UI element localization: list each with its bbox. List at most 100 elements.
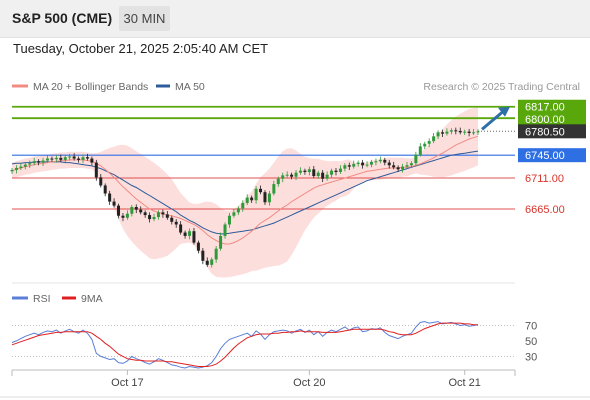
candle-body [295,173,298,177]
candle-body [348,165,351,166]
candle-body [459,131,462,132]
rsi-line [12,322,478,368]
candle-body [366,165,369,166]
candle-body [246,198,249,203]
candle-body [250,198,253,201]
candle-body [108,194,111,202]
candle-body [126,214,129,218]
candle-body [46,159,49,161]
candle-body [472,132,475,133]
candle-body [99,177,102,185]
candle-body [210,259,213,264]
candle-body [206,261,209,265]
candle-body [357,163,360,164]
candle-body [397,167,400,169]
candle-body [201,251,204,261]
price-level-label: 6665.00 [525,204,565,216]
candle-body [104,185,107,193]
candle-body [428,141,431,144]
candle-body [330,171,333,175]
candle-body [339,169,342,172]
candle-body [73,157,76,159]
candle-body [215,249,218,260]
candle-body [312,169,315,176]
candle-body [326,175,329,179]
candle-body [468,132,471,133]
candle-body [15,168,18,170]
price-level-label: 6711.00 [525,173,564,185]
candle-body [77,159,80,160]
x-axis-tick-label: Oct 20 [293,377,325,389]
candle-body [42,161,45,163]
candle-body [28,163,31,164]
candle-body [401,167,404,170]
candle-body [82,157,85,160]
candle-body [166,214,169,217]
candle-body [24,165,27,167]
candle-body [343,165,346,168]
candle-body [388,163,391,166]
candle-body [405,165,408,166]
candle-body [232,212,235,215]
candle-body [55,158,58,159]
candle-body [64,157,67,160]
candle-body [144,212,147,215]
rsi-tick-label: 30 [525,351,537,363]
candle-body [410,163,413,165]
candle-body [19,167,22,168]
candle-body [224,224,227,235]
source-credit: Research © 2025 Trading Central [423,81,580,93]
candle-body [11,170,14,171]
candle-body [161,212,164,214]
candle-body [170,218,173,222]
price-level-label: 6817.00 [525,102,565,114]
rsi-ma-legend-label: 9MA [81,293,103,305]
candle-body [352,164,355,167]
candle-body [153,217,156,219]
x-axis-tick-label: Oct 21 [448,377,480,389]
price-level-label: 6780.50 [525,126,565,138]
candle-body [308,169,311,172]
candle-body [317,173,320,176]
candle-body [68,157,71,158]
candle-body [148,215,151,219]
candle-body [192,231,195,242]
candle-body [450,130,453,131]
candle-body [259,189,262,192]
candle-body [419,146,422,154]
candle-body [272,184,275,193]
candle-body [219,236,222,249]
candle-body [59,158,62,160]
candle-body [414,155,417,164]
candle-body [121,216,124,218]
candle-body [263,192,266,202]
rsi-ma-line [12,323,478,366]
rsi-legend-label: RSI [33,293,51,305]
price-level-label: 6745.00 [525,150,565,162]
rsi-panel: 70 50 30 [12,320,537,368]
candle-body [197,243,200,251]
candle-body [268,194,271,203]
candle-body [86,157,89,158]
candle-body [228,216,231,225]
candle-body [334,171,337,172]
candle-body [184,233,187,236]
candle-body [255,189,258,200]
rsi-tick-label: 70 [525,320,537,332]
candle-body [437,132,440,136]
candle-body [370,162,373,165]
candle-body [286,175,289,176]
bollinger-band [12,108,478,278]
candle-body [321,173,324,179]
candle-body [175,222,178,225]
candle-body [477,131,480,132]
candle-body [188,231,191,236]
candle-body [179,224,182,232]
candle-body [50,159,53,160]
candle-body [441,132,444,133]
price-panel: 6817.006800.006780.506745.006711.006665.… [11,100,587,278]
candle-body [423,144,426,147]
x-axis-ticks: Oct 17 Oct 20 Oct 21 [111,370,481,389]
candle-body [113,202,116,206]
